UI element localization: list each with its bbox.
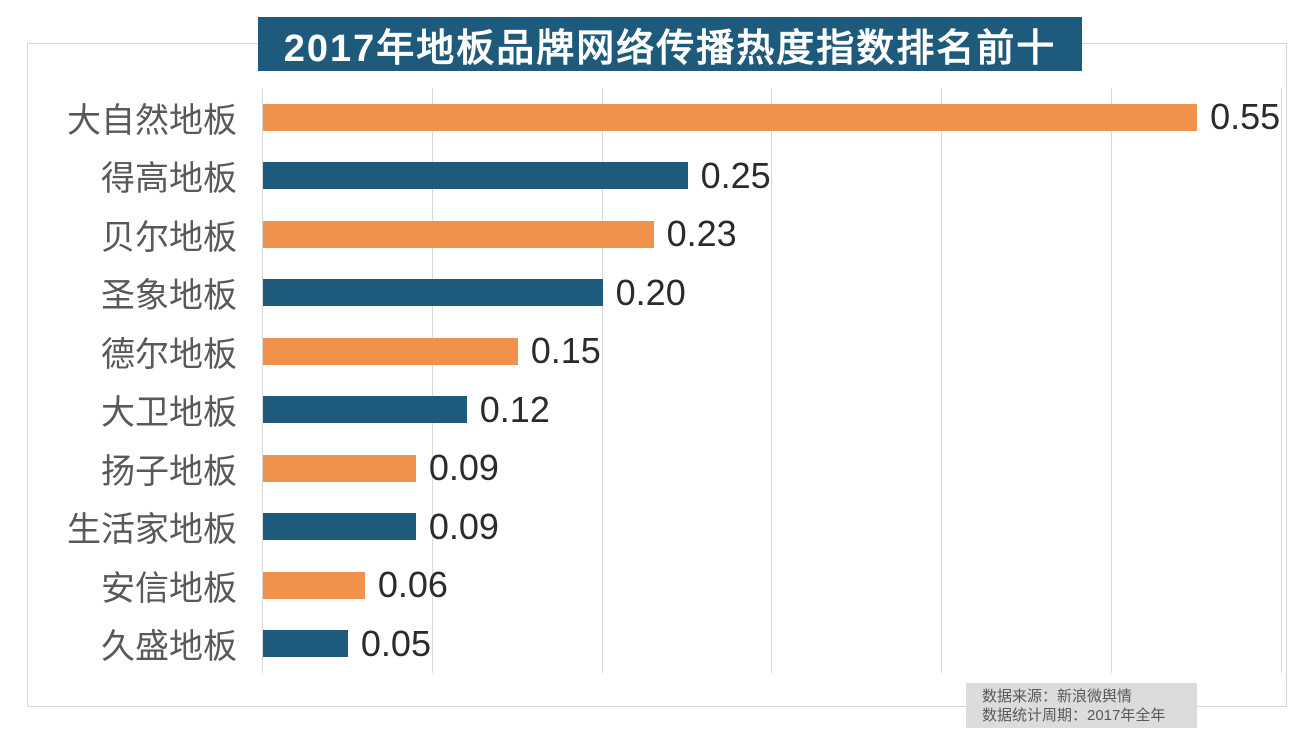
bar <box>263 103 1198 131</box>
category-label: 生活家地板 <box>67 511 237 550</box>
chart-row: 生活家地板 0.09 <box>0 498 1314 557</box>
chart-title: 2017年地板品牌网络传播热度指数排名前十 <box>258 17 1082 71</box>
gridline <box>941 88 943 673</box>
gridline <box>431 88 433 673</box>
value-label: 0.05 <box>360 622 431 664</box>
category-label: 安信地板 <box>101 569 237 608</box>
gridline <box>771 88 773 673</box>
category-label: 得高地板 <box>101 160 237 199</box>
category-label: 大自然地板 <box>67 101 237 140</box>
category-label: 德尔地板 <box>101 335 237 374</box>
chart-row: 贝尔地板 0.23 <box>0 205 1314 264</box>
category-label: 圣象地板 <box>101 277 237 316</box>
source-note-line1: 数据来源：新浪微舆情 <box>982 688 1133 705</box>
value-label: 0.55 <box>1210 96 1281 138</box>
bar <box>263 337 518 365</box>
chart-row: 大卫地板 0.12 <box>0 381 1314 440</box>
category-label: 久盛地板 <box>101 628 237 667</box>
gridline <box>601 88 603 673</box>
value-label: 0.15 <box>530 330 601 372</box>
value-label: 0.20 <box>615 271 686 313</box>
value-label: 0.06 <box>377 564 448 606</box>
bar <box>263 279 603 306</box>
source-note-line2: 数据统计周期：2017年全年 <box>982 707 1166 724</box>
value-label: 0.09 <box>428 447 499 489</box>
value-label: 0.25 <box>700 154 771 196</box>
chart-row: 久盛地板 0.05 <box>0 615 1314 674</box>
bar <box>263 513 416 540</box>
bar <box>263 220 654 248</box>
category-label: 扬子地板 <box>101 452 237 491</box>
gridline <box>1280 88 1282 673</box>
category-label: 大卫地板 <box>101 394 237 433</box>
chart-row: 得高地板 0.25 <box>0 147 1314 206</box>
value-label: 0.23 <box>666 213 737 255</box>
bar <box>263 454 416 482</box>
bar <box>263 571 365 599</box>
chart-row: 圣象地板 0.20 <box>0 264 1314 323</box>
bar <box>263 630 348 657</box>
bar <box>263 162 688 189</box>
gridline <box>262 88 263 673</box>
source-note: 数据来源：新浪微舆情 数据统计周期：2017年全年 <box>966 683 1197 728</box>
gridline <box>1111 88 1113 673</box>
value-label: 0.12 <box>479 388 550 430</box>
value-label: 0.09 <box>428 505 499 547</box>
chart-row: 大自然地板 0.55 <box>0 88 1314 147</box>
chart-row: 扬子地板 0.09 <box>0 439 1314 498</box>
bar <box>263 396 467 423</box>
category-label: 贝尔地板 <box>101 218 237 257</box>
chart-row: 安信地板 0.06 <box>0 556 1314 615</box>
chart-row: 德尔地板 0.15 <box>0 322 1314 381</box>
